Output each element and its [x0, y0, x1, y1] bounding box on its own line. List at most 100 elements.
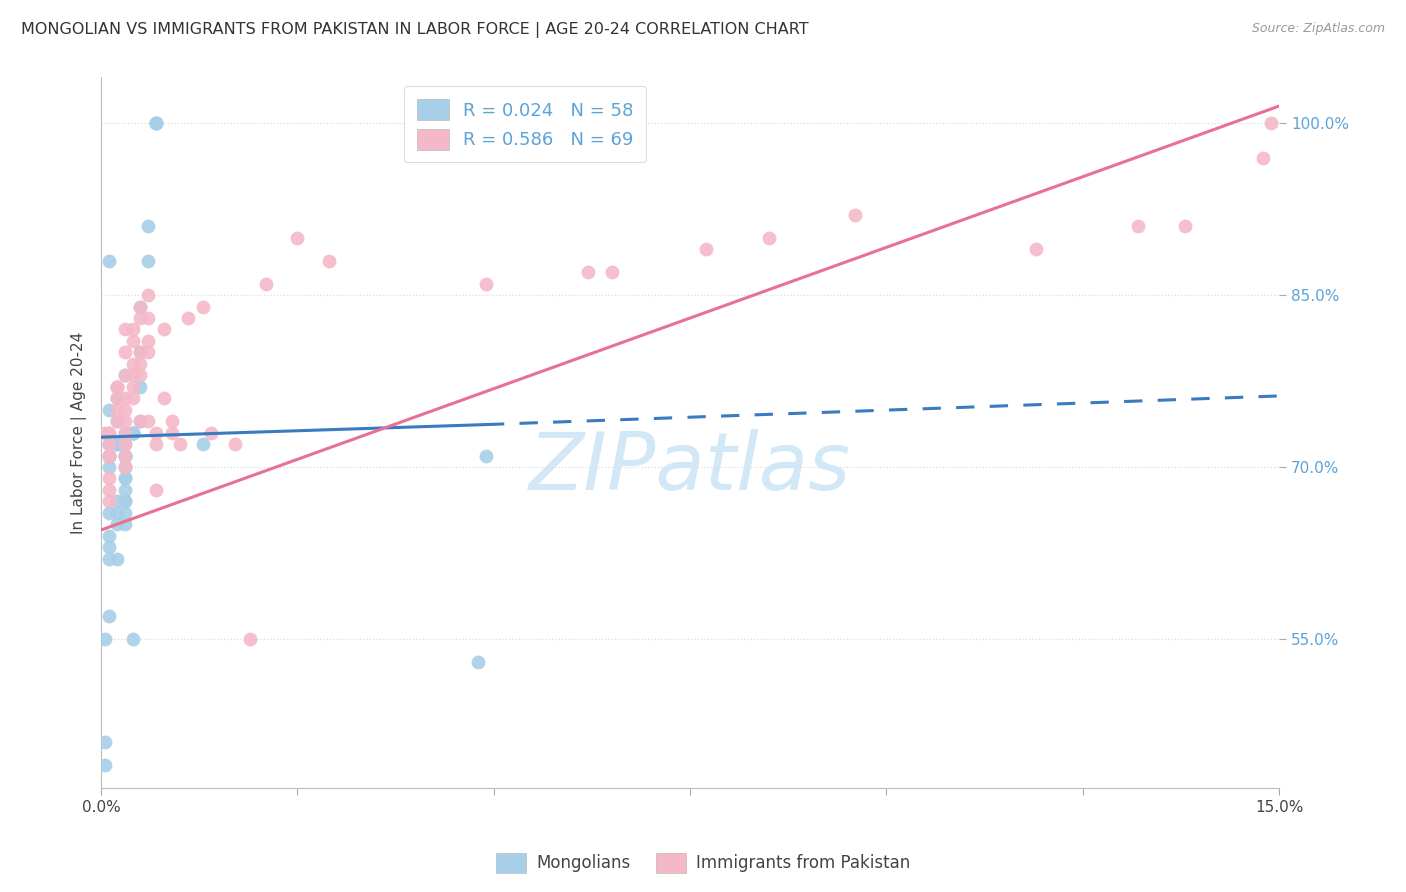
Point	[169, 437, 191, 451]
Point	[114, 449, 136, 463]
Point	[114, 460, 136, 475]
Point	[114, 402, 136, 417]
Point	[114, 414, 136, 428]
Point	[475, 277, 498, 291]
Point	[576, 265, 599, 279]
Point	[129, 300, 152, 314]
Point	[98, 449, 121, 463]
Point	[1253, 151, 1275, 165]
Point	[145, 116, 167, 130]
Point	[114, 345, 136, 359]
Point	[105, 506, 128, 520]
Point	[254, 277, 277, 291]
Point	[114, 471, 136, 485]
Point	[114, 425, 136, 440]
Point	[145, 437, 167, 451]
Point	[758, 231, 780, 245]
Point	[600, 265, 623, 279]
Point	[98, 449, 121, 463]
Point	[105, 551, 128, 566]
Point	[114, 506, 136, 520]
Point	[145, 116, 167, 130]
Point	[136, 288, 159, 302]
Point	[94, 425, 117, 440]
Point	[98, 425, 121, 440]
Point	[1025, 242, 1047, 256]
Point	[98, 506, 121, 520]
Point	[105, 402, 128, 417]
Point	[136, 334, 159, 348]
Point	[121, 425, 143, 440]
Point	[98, 529, 121, 543]
Point	[114, 368, 136, 383]
Point	[105, 380, 128, 394]
Point	[200, 425, 222, 440]
Text: Source: ZipAtlas.com: Source: ZipAtlas.com	[1251, 22, 1385, 36]
Point	[145, 483, 167, 497]
Point	[98, 540, 121, 554]
Point	[114, 517, 136, 532]
Point	[467, 655, 489, 669]
Point	[114, 449, 136, 463]
Point	[98, 425, 121, 440]
Point	[129, 311, 152, 326]
Point	[105, 380, 128, 394]
Point	[129, 345, 152, 359]
Point	[121, 380, 143, 394]
Point	[121, 425, 143, 440]
Point	[239, 632, 262, 646]
Point	[105, 494, 128, 508]
Point	[160, 414, 183, 428]
Point	[98, 608, 121, 623]
Point	[114, 437, 136, 451]
Point	[318, 253, 340, 268]
Point	[114, 460, 136, 475]
Point	[136, 219, 159, 234]
Point	[145, 116, 167, 130]
Point	[105, 437, 128, 451]
Point	[105, 437, 128, 451]
Point	[98, 449, 121, 463]
Point	[98, 483, 121, 497]
Point	[114, 449, 136, 463]
Point	[121, 357, 143, 371]
Point	[475, 449, 498, 463]
Point	[136, 311, 159, 326]
Point	[121, 425, 143, 440]
Point	[114, 471, 136, 485]
Legend: Mongolians, Immigrants from Pakistan: Mongolians, Immigrants from Pakistan	[489, 847, 917, 880]
Point	[98, 437, 121, 451]
Point	[114, 437, 136, 451]
Point	[145, 425, 167, 440]
Point	[114, 368, 136, 383]
Point	[129, 368, 152, 383]
Point	[129, 414, 152, 428]
Point	[153, 322, 176, 336]
Point	[193, 300, 215, 314]
Point	[114, 425, 136, 440]
Point	[98, 460, 121, 475]
Point	[129, 300, 152, 314]
Point	[94, 632, 117, 646]
Text: ZIPatlas: ZIPatlas	[529, 429, 851, 508]
Point	[98, 437, 121, 451]
Point	[98, 449, 121, 463]
Point	[1174, 219, 1197, 234]
Point	[121, 391, 143, 405]
Text: MONGOLIAN VS IMMIGRANTS FROM PAKISTAN IN LABOR FORCE | AGE 20-24 CORRELATION CHA: MONGOLIAN VS IMMIGRANTS FROM PAKISTAN IN…	[21, 22, 808, 38]
Point	[153, 391, 176, 405]
Point	[105, 414, 128, 428]
Point	[114, 449, 136, 463]
Point	[94, 735, 117, 749]
Point	[121, 425, 143, 440]
Point	[105, 391, 128, 405]
Point	[105, 380, 128, 394]
Point	[844, 208, 866, 222]
Point	[129, 345, 152, 359]
Point	[224, 437, 246, 451]
Point	[695, 242, 717, 256]
Point	[98, 253, 121, 268]
Point	[98, 402, 121, 417]
Point	[121, 632, 143, 646]
Point	[121, 334, 143, 348]
